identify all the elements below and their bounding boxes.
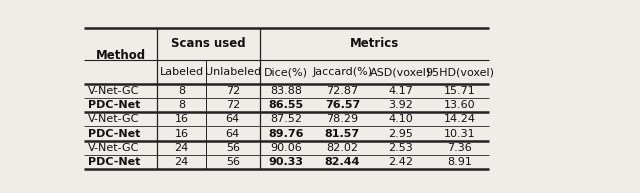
Text: 76.57: 76.57: [324, 100, 360, 110]
Text: 2.95: 2.95: [388, 129, 413, 139]
Text: PDC-Net: PDC-Net: [88, 129, 140, 139]
Text: 7.36: 7.36: [447, 143, 472, 153]
Text: V-Net-GC: V-Net-GC: [88, 86, 140, 96]
Text: 2.42: 2.42: [388, 157, 413, 167]
Text: 87.52: 87.52: [270, 114, 302, 124]
Text: 14.24: 14.24: [444, 114, 476, 124]
Text: 56: 56: [226, 157, 240, 167]
Text: 8: 8: [178, 86, 185, 96]
Text: 4.10: 4.10: [388, 114, 413, 124]
Text: 8.91: 8.91: [447, 157, 472, 167]
Text: 86.55: 86.55: [269, 100, 304, 110]
Text: Labeled: Labeled: [159, 67, 204, 77]
Text: PDC-Net: PDC-Net: [88, 100, 140, 110]
Text: Jaccard(%): Jaccard(%): [312, 67, 372, 77]
Text: 90.33: 90.33: [269, 157, 304, 167]
Text: 24: 24: [175, 143, 189, 153]
Text: 64: 64: [226, 129, 240, 139]
Text: 64: 64: [226, 114, 240, 124]
Text: 3.92: 3.92: [388, 100, 413, 110]
Text: 78.29: 78.29: [326, 114, 358, 124]
Text: 95HD(voxel): 95HD(voxel): [425, 67, 494, 77]
Text: 16: 16: [175, 129, 189, 139]
Text: ASD(voxel): ASD(voxel): [371, 67, 431, 77]
Text: 16: 16: [175, 114, 189, 124]
Text: 90.06: 90.06: [271, 143, 302, 153]
Text: V-Net-GC: V-Net-GC: [88, 114, 140, 124]
Text: Dice(%): Dice(%): [264, 67, 308, 77]
Text: 72: 72: [226, 86, 240, 96]
Text: 82.44: 82.44: [324, 157, 360, 167]
Text: Method: Method: [95, 49, 146, 62]
Text: 82.02: 82.02: [326, 143, 358, 153]
Text: 2.53: 2.53: [388, 143, 413, 153]
Text: 72.87: 72.87: [326, 86, 358, 96]
Text: 24: 24: [175, 157, 189, 167]
Text: 83.88: 83.88: [270, 86, 302, 96]
Text: 15.71: 15.71: [444, 86, 476, 96]
Text: V-Net-GC: V-Net-GC: [88, 143, 140, 153]
Text: Metrics: Metrics: [349, 37, 399, 50]
Text: 72: 72: [226, 100, 240, 110]
Text: Scans used: Scans used: [171, 37, 246, 50]
Text: 8: 8: [178, 100, 185, 110]
Text: PDC-Net: PDC-Net: [88, 157, 140, 167]
Text: 4.17: 4.17: [388, 86, 413, 96]
Text: 89.76: 89.76: [269, 129, 304, 139]
Text: 13.60: 13.60: [444, 100, 476, 110]
Text: 10.31: 10.31: [444, 129, 476, 139]
Text: 81.57: 81.57: [325, 129, 360, 139]
Text: Unlabeled: Unlabeled: [205, 67, 261, 77]
Text: 56: 56: [226, 143, 240, 153]
